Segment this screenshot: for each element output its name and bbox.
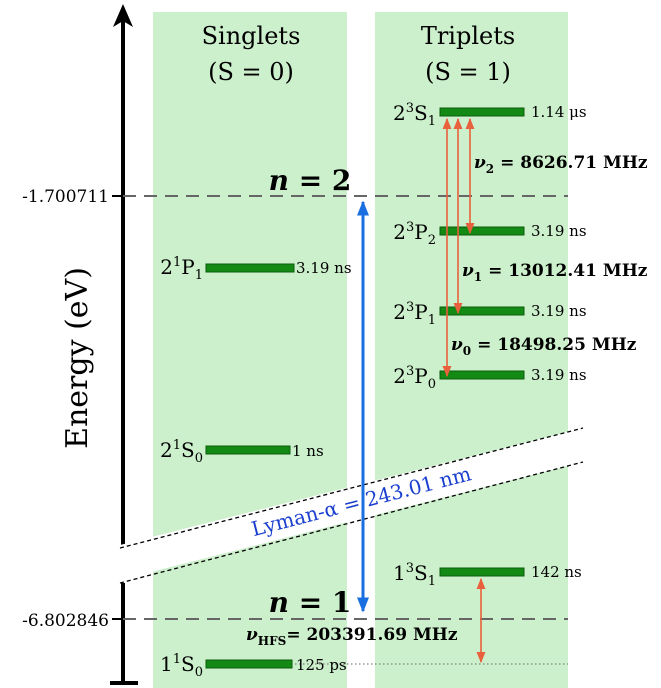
level-label-1-1S0: 11S0 bbox=[160, 652, 203, 680]
lifetime-2-1S0: 1 ns bbox=[292, 442, 324, 460]
level-label-2-3S1: 23S1 bbox=[393, 101, 436, 129]
level-bar-2-1S0 bbox=[205, 445, 291, 455]
tick-label-bottom: -6.802846 bbox=[22, 611, 109, 631]
energy-axis-label: Energy (eV) bbox=[60, 267, 95, 449]
triplets-subtitle: (S = 1) bbox=[425, 58, 511, 86]
level-label-2-3P2: 23P2 bbox=[393, 220, 436, 248]
nu1-label: ν1 = 13012.41 MHz bbox=[462, 261, 648, 284]
tick-label-top: -1.700711 bbox=[22, 187, 109, 207]
level-label-2-1S0: 21S0 bbox=[160, 438, 203, 466]
n2-label: n = 2 bbox=[269, 164, 352, 197]
nu-hfs-label: νHFS= 203391.69 MHz bbox=[246, 625, 458, 648]
level-label-2-1P1: 21P1 bbox=[160, 255, 203, 283]
axis-break-upper bbox=[119, 427, 584, 549]
lifetime-2-3P2: 3.19 ns bbox=[531, 222, 587, 240]
nu2-label: ν2 = 8626.71 MHz bbox=[474, 153, 648, 176]
level-bar-2-3S1 bbox=[439, 107, 525, 117]
lifetime-2-3S1: 1.14 μs bbox=[531, 103, 587, 121]
singlets-panel bbox=[153, 12, 347, 688]
triplets-title: Triplets bbox=[421, 22, 515, 50]
lifetime-2-3P1: 3.19 ns bbox=[531, 302, 587, 320]
axis-break-band bbox=[108, 428, 583, 583]
level-label-2-3P0: 23P0 bbox=[393, 364, 436, 392]
singlets-subtitle: (S = 0) bbox=[208, 58, 294, 86]
nu0-label: ν0 = 18498.25 MHz bbox=[451, 335, 637, 358]
lifetime-2-1P1: 3.19 ns bbox=[296, 259, 352, 277]
level-bar-2-3P2 bbox=[439, 226, 525, 236]
level-label-2-3P1: 23P1 bbox=[393, 300, 436, 328]
energy-axis-arrowhead bbox=[113, 4, 133, 27]
lifetime-1-1S0: 125 ps bbox=[296, 656, 347, 674]
axis-break-lower bbox=[119, 461, 584, 584]
level-bar-2-1P1 bbox=[205, 263, 295, 273]
level-bar-1-3S1 bbox=[439, 567, 525, 577]
level-bar-2-3P0 bbox=[439, 370, 525, 380]
level-bar-2-3P1 bbox=[439, 306, 525, 316]
lifetime-1-3S1: 142 ns bbox=[531, 563, 582, 581]
level-bar-1-1S0 bbox=[205, 659, 293, 669]
n1-label: n = 1 bbox=[269, 586, 352, 619]
lifetime-2-3P0: 3.19 ns bbox=[531, 366, 587, 384]
singlets-title: Singlets bbox=[202, 22, 301, 50]
level-label-1-3S1: 13S1 bbox=[393, 561, 436, 589]
